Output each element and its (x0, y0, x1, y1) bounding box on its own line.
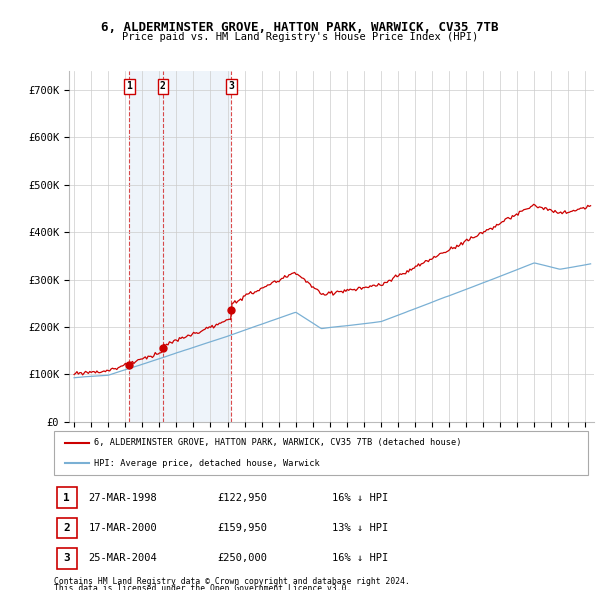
Text: 13% ↓ HPI: 13% ↓ HPI (332, 523, 388, 533)
Text: 2: 2 (160, 81, 166, 91)
Text: 25-MAR-2004: 25-MAR-2004 (89, 553, 157, 563)
Text: 17-MAR-2000: 17-MAR-2000 (89, 523, 157, 533)
Text: HPI: Average price, detached house, Warwick: HPI: Average price, detached house, Warw… (94, 458, 320, 467)
Text: £122,950: £122,950 (217, 493, 267, 503)
Text: 16% ↓ HPI: 16% ↓ HPI (332, 553, 388, 563)
Text: This data is licensed under the Open Government Licence v3.0.: This data is licensed under the Open Gov… (54, 584, 352, 590)
FancyBboxPatch shape (56, 517, 77, 539)
FancyBboxPatch shape (56, 487, 77, 508)
Text: 16% ↓ HPI: 16% ↓ HPI (332, 493, 388, 503)
Text: £250,000: £250,000 (217, 553, 267, 563)
Bar (163, 71, 232, 422)
Bar (129, 71, 163, 422)
FancyBboxPatch shape (56, 548, 77, 569)
Text: 1: 1 (64, 493, 70, 503)
Text: 27-MAR-1998: 27-MAR-1998 (89, 493, 157, 503)
FancyBboxPatch shape (54, 431, 588, 475)
Text: £159,950: £159,950 (217, 523, 267, 533)
Text: 2: 2 (64, 523, 70, 533)
Text: 6, ALDERMINSTER GROVE, HATTON PARK, WARWICK, CV35 7TB: 6, ALDERMINSTER GROVE, HATTON PARK, WARW… (101, 21, 499, 34)
Text: 1: 1 (126, 81, 132, 91)
Text: 6, ALDERMINSTER GROVE, HATTON PARK, WARWICK, CV35 7TB (detached house): 6, ALDERMINSTER GROVE, HATTON PARK, WARW… (94, 438, 461, 447)
Text: 3: 3 (229, 81, 235, 91)
Text: 3: 3 (64, 553, 70, 563)
Text: Contains HM Land Registry data © Crown copyright and database right 2024.: Contains HM Land Registry data © Crown c… (54, 577, 410, 586)
Text: Price paid vs. HM Land Registry's House Price Index (HPI): Price paid vs. HM Land Registry's House … (122, 32, 478, 42)
